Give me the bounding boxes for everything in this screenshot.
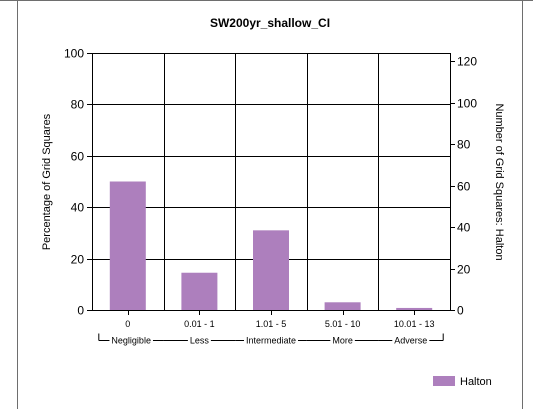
group-label: Less [190, 336, 210, 346]
y-axis-label: Percentage of Grid Squares [41, 113, 53, 250]
y-tick-label: 100 [64, 47, 84, 61]
group-label: Intermediate [246, 336, 296, 346]
y2-axis-label: Number of Grid Squares: Halton [493, 103, 505, 260]
labels-layer: 0 20 40 60 80 100 0 20 40 60 80 100 120 0 0.01 - 1 1.01… [64, 47, 477, 346]
bar [109, 181, 146, 310]
bar [324, 302, 361, 310]
group-label: Negligible [111, 336, 151, 346]
group-label: Adverse [394, 336, 427, 346]
x-tick-label: 1.01 - 5 [256, 319, 287, 329]
y-tick-label: 0 [77, 304, 84, 318]
bar [181, 272, 218, 310]
bar [396, 307, 433, 310]
y2-tick-label: 20 [457, 263, 471, 277]
legend: Halton [433, 376, 492, 388]
y-tick-label: 40 [71, 201, 85, 215]
x-tick-label: 0.01 - 1 [184, 319, 215, 329]
x-tick-label: 10.01 - 13 [394, 319, 435, 329]
legend-swatch [433, 376, 455, 386]
legend-label: Halton [460, 376, 492, 388]
x-tick-label: 5.01 - 10 [325, 319, 361, 329]
y-tick-label: 60 [71, 150, 85, 164]
x-tick-label: 0 [125, 319, 130, 329]
y-tick-label: 20 [71, 253, 85, 267]
axes-layer [87, 53, 455, 341]
y2-tick-label: 100 [457, 97, 477, 111]
bars-layer [109, 181, 433, 310]
bar [253, 230, 289, 310]
y2-tick-label: 60 [457, 180, 471, 194]
y2-tick-label: 120 [457, 55, 477, 69]
group-label: More [332, 336, 353, 346]
y2-tick-label: 80 [457, 138, 471, 152]
y2-tick-label: 40 [457, 221, 471, 235]
y-tick-label: 80 [71, 98, 85, 112]
y2-tick-label: 0 [457, 304, 464, 318]
chart-title: SW200yr_shallow_CI [210, 16, 330, 30]
